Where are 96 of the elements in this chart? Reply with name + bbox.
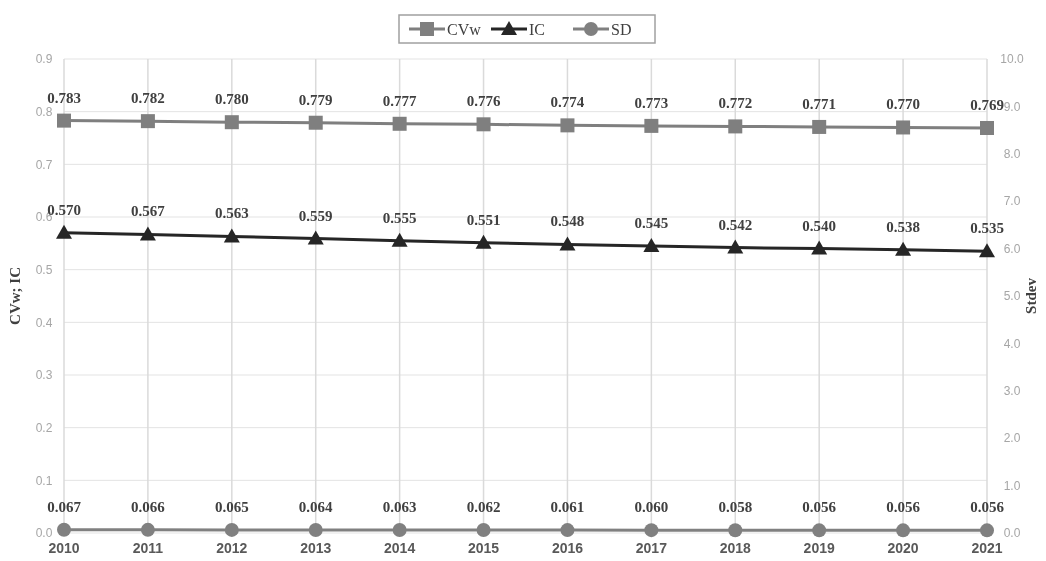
data-label: 0.776 <box>466 93 501 110</box>
x-tick-label: 2016 <box>551 540 584 556</box>
data-label: 0.056 <box>886 499 921 516</box>
data-label: 0.782 <box>131 90 165 107</box>
data-label: 0.567 <box>131 203 166 220</box>
y-tick-label: 0.1 <box>35 473 53 488</box>
x-tick-label: 2017 <box>635 540 668 556</box>
x-tick-label: 2021 <box>971 540 1003 556</box>
y-axis-title: CVw; IC <box>7 267 23 325</box>
point <box>140 114 155 129</box>
point <box>307 230 324 245</box>
point <box>57 113 71 128</box>
point <box>392 116 407 131</box>
data-label: 0.535 <box>970 220 1004 237</box>
y2-tick-label: 1.0 <box>1003 478 1021 493</box>
data-label: 0.538 <box>886 218 920 235</box>
data-label: 0.056 <box>970 499 1005 516</box>
x-tick-label: 2014 <box>384 540 416 556</box>
data-label: 0.559 <box>298 207 333 224</box>
legend-label: CVw <box>447 20 482 38</box>
y2-tick-label: 4.0 <box>1003 336 1021 351</box>
x-tick-label: 2019 <box>803 540 835 556</box>
x-tick-label: 2011 <box>132 540 164 556</box>
data-label: 0.064 <box>298 498 334 515</box>
y-tick-label: 0.4 <box>35 315 53 330</box>
data-label: 0.771 <box>802 95 837 112</box>
data-label: 0.769 <box>970 96 1004 113</box>
y-tick-label: 0.5 <box>35 262 53 277</box>
data-label: 0.563 <box>214 205 249 222</box>
point <box>980 120 994 135</box>
point <box>728 119 743 134</box>
data-label: 0.540 <box>802 217 837 234</box>
y-tick-label: 0.8 <box>35 104 53 119</box>
point <box>560 118 575 133</box>
point <box>224 115 239 130</box>
data-label: 0.062 <box>466 499 501 516</box>
data-label: 0.545 <box>634 214 669 231</box>
point <box>812 119 827 134</box>
y2-tick-label: 6.0 <box>1003 241 1021 256</box>
x-tick-label: 2018 <box>719 540 752 556</box>
y2-axis-title: Stdev <box>1023 277 1039 314</box>
point <box>979 243 995 258</box>
data-label: 0.058 <box>718 499 753 516</box>
point <box>811 240 828 255</box>
data-label: 0.772 <box>718 95 753 112</box>
data-label: 0.066 <box>131 498 166 515</box>
x-tick-label: 2015 <box>467 540 500 556</box>
x-tick-label: 2013 <box>300 540 332 556</box>
data-label: 0.548 <box>550 213 585 230</box>
x-tick-label: 2020 <box>887 540 919 556</box>
y-tick-label: 0.7 <box>35 157 53 172</box>
point <box>139 226 156 241</box>
y2-tick-label: 8.0 <box>1003 147 1021 161</box>
y2-tick-label: 9.0 <box>1003 99 1021 114</box>
y2-tick-label: 0.0 <box>1003 526 1021 541</box>
point <box>475 234 492 249</box>
y2-tick-label: 10.0 <box>1000 52 1024 67</box>
legend-label: SD <box>611 20 632 38</box>
data-label: 0.777 <box>382 92 418 109</box>
point <box>308 115 323 130</box>
y-tick-label: 0.2 <box>35 420 53 435</box>
y-tick-label: 0.9 <box>35 52 53 67</box>
point <box>896 120 911 135</box>
data-label: 0.774 <box>550 94 585 111</box>
legend-label: IC <box>529 20 545 38</box>
point <box>476 117 491 132</box>
data-label: 0.779 <box>298 91 333 108</box>
y2-tick-label: 2.0 <box>1003 431 1021 446</box>
x-tick-label: 2010 <box>48 540 80 556</box>
data-label: 0.060 <box>634 499 669 516</box>
point <box>56 224 72 239</box>
data-label: 0.056 <box>802 499 837 516</box>
point <box>643 237 660 252</box>
point <box>644 118 659 133</box>
y-tick-label: 0.0 <box>35 526 53 541</box>
point <box>895 241 912 256</box>
data-label: 0.067 <box>47 498 82 515</box>
data-label: 0.061 <box>550 499 585 516</box>
y2-tick-label: 3.0 <box>1003 384 1021 398</box>
y2-tick-label: 5.0 <box>1003 289 1021 304</box>
data-label: 0.780 <box>214 91 249 108</box>
data-label: 0.063 <box>382 499 417 516</box>
data-label: 0.773 <box>634 94 669 111</box>
point <box>223 228 240 243</box>
x-tick-label: 2012 <box>216 540 248 556</box>
y-tick-label: 0.3 <box>35 368 53 383</box>
data-label: 0.551 <box>466 211 501 228</box>
point <box>559 236 576 251</box>
data-label: 0.555 <box>382 209 417 226</box>
point <box>391 232 408 247</box>
data-label: 0.783 <box>47 89 81 106</box>
data-label: 0.770 <box>886 96 920 113</box>
data-label: 0.542 <box>718 216 753 233</box>
point <box>727 239 744 254</box>
y2-tick-label: 7.0 <box>1003 194 1021 209</box>
data-label: 0.065 <box>214 498 249 515</box>
